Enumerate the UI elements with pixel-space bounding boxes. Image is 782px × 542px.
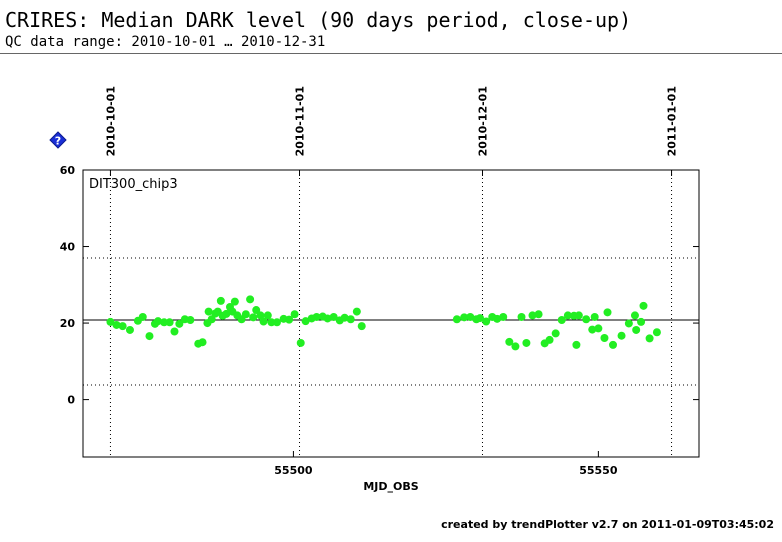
data-point xyxy=(170,327,179,336)
data-point xyxy=(600,333,609,342)
data-point xyxy=(594,324,603,333)
x-tick-label: 55500 xyxy=(274,464,313,477)
data-point xyxy=(511,342,520,351)
date-tick-label: 2010-12-01 xyxy=(476,86,489,156)
data-point xyxy=(563,311,572,320)
data-point xyxy=(145,332,154,341)
data-point xyxy=(452,315,461,324)
data-point xyxy=(499,312,508,321)
data-point xyxy=(632,325,641,334)
data-point xyxy=(154,317,163,326)
data-point xyxy=(624,319,633,328)
data-point xyxy=(637,317,646,326)
data-point xyxy=(296,338,305,347)
data-point xyxy=(557,316,566,325)
data-point xyxy=(165,318,174,327)
data-point xyxy=(609,340,618,349)
plot-frame xyxy=(82,169,700,458)
header-divider xyxy=(0,53,782,54)
data-point xyxy=(329,312,338,321)
data-point xyxy=(112,320,121,329)
data-point xyxy=(476,314,485,323)
date-tick-label: 2010-11-01 xyxy=(294,86,307,156)
data-point xyxy=(272,318,281,327)
help-diamond-icon[interactable]: ? xyxy=(49,131,67,149)
data-point xyxy=(285,315,294,324)
data-point xyxy=(603,308,612,317)
data-point xyxy=(574,311,583,320)
data-point xyxy=(323,314,332,323)
data-point xyxy=(493,314,502,323)
data-point xyxy=(106,317,115,326)
data-point xyxy=(522,338,531,347)
data-point xyxy=(617,331,626,340)
data-point xyxy=(118,322,127,331)
data-point xyxy=(246,295,255,304)
data-point xyxy=(505,337,514,346)
data-point xyxy=(256,311,265,320)
data-point xyxy=(252,306,261,315)
data-point xyxy=(551,329,560,338)
footer-credit: created by trendPlotter v2.7 on 2011-01-… xyxy=(441,518,774,531)
data-point xyxy=(588,325,597,334)
qc-date-range: QC data range: 2010-10-01 … 2010-12-31 xyxy=(5,34,326,50)
data-point xyxy=(186,316,195,325)
data-point xyxy=(346,315,355,324)
data-point xyxy=(460,313,469,322)
data-point xyxy=(175,319,184,328)
data-point xyxy=(645,334,654,343)
data-point xyxy=(528,311,537,320)
data-point xyxy=(259,317,268,326)
data-point xyxy=(466,312,475,321)
data-point xyxy=(230,297,239,306)
data-point xyxy=(207,315,216,324)
data-point xyxy=(160,318,169,327)
svg-text:?: ? xyxy=(55,135,61,148)
data-point xyxy=(263,311,272,320)
y-tick-label: 20 xyxy=(60,317,76,330)
data-point xyxy=(357,322,366,331)
data-point xyxy=(125,325,134,334)
data-point xyxy=(582,315,591,324)
data-point xyxy=(572,340,581,349)
x-axis-label: MJD_OBS xyxy=(363,480,418,493)
data-point xyxy=(267,318,276,327)
data-point xyxy=(301,317,310,326)
data-point xyxy=(204,307,213,316)
data-point xyxy=(312,312,321,321)
data-point xyxy=(590,312,599,321)
data-point xyxy=(517,312,526,321)
data-point xyxy=(482,317,491,326)
panel-label: DIT300_chip3 xyxy=(89,177,178,192)
data-point xyxy=(198,338,207,347)
data-point xyxy=(222,309,231,318)
data-point xyxy=(630,311,639,320)
date-tick-label: 2011-01-01 xyxy=(666,86,679,156)
y-tick-label: 60 xyxy=(60,164,76,177)
data-point xyxy=(241,310,250,319)
y-tick-label: 40 xyxy=(60,241,76,254)
data-point xyxy=(545,335,554,344)
data-point xyxy=(534,310,543,319)
data-point xyxy=(639,301,648,310)
data-point xyxy=(216,296,225,305)
y-tick-label: 0 xyxy=(67,394,75,407)
data-point xyxy=(340,313,349,322)
page-title: CRIRES: Median DARK level (90 days perio… xyxy=(5,8,632,32)
data-point xyxy=(249,313,258,322)
data-point xyxy=(290,310,299,319)
data-point xyxy=(652,328,661,337)
x-tick-label: 55550 xyxy=(579,464,618,477)
data-point xyxy=(138,312,147,321)
date-tick-label: 2010-10-01 xyxy=(104,86,117,156)
data-point xyxy=(352,307,361,316)
